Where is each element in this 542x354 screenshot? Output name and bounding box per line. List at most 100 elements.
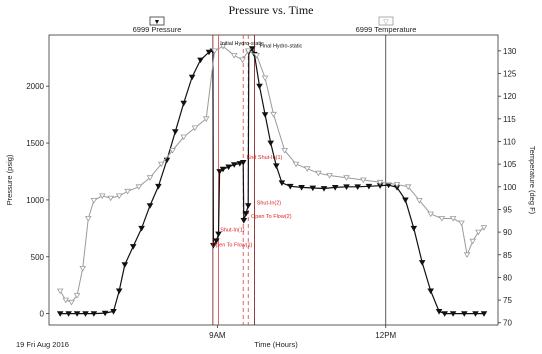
x-tick-label: 9AM [209, 331, 226, 340]
data-point [79, 266, 87, 272]
annotation-label: Shut-In(2) [257, 201, 282, 207]
y-tick-label: 0 [40, 310, 45, 319]
y2-tick-label: 120 [503, 92, 517, 101]
y2-tick-label: 125 [503, 70, 517, 79]
data-point [110, 309, 117, 315]
y2-tick-label: 70 [503, 319, 512, 328]
data-point [402, 197, 409, 204]
annotation-label: End Shut-In(1) [247, 155, 283, 161]
annotation-label: Open To Flow(2) [251, 214, 292, 220]
y2-tick-label: 105 [503, 160, 517, 169]
data-point [244, 203, 252, 209]
data-point [205, 49, 213, 56]
data-point [124, 188, 131, 195]
data-point [278, 180, 286, 186]
series-pressure [56, 46, 488, 317]
data-point [309, 185, 317, 192]
data-point [171, 129, 179, 135]
legend-pressure-marker: ▼ [154, 19, 161, 26]
legend-pressure-label: 6999 Pressure [133, 25, 182, 34]
data-point [418, 260, 426, 266]
legend: ▼ 6999 Pressure ▽ 6999 Temperature [133, 16, 417, 34]
data-point [98, 193, 106, 200]
annotation-label: Shut-In(1) [220, 228, 245, 234]
data-point [230, 162, 238, 168]
data-point [438, 216, 446, 222]
data-point [256, 83, 263, 90]
data-point [404, 184, 412, 190]
data-point [270, 111, 277, 118]
data-point [236, 161, 244, 167]
data-point [475, 229, 482, 236]
data-point [359, 177, 367, 184]
data-point [343, 175, 350, 181]
data-point [365, 183, 373, 190]
data-point [410, 225, 418, 232]
data-point [73, 293, 81, 299]
series-temperature [56, 43, 488, 306]
data-point [480, 311, 488, 317]
data-point [261, 75, 269, 82]
data-point [73, 311, 81, 317]
data-point [480, 225, 488, 231]
legend-temperature-marker: ▽ [383, 19, 389, 26]
data-point [239, 57, 246, 64]
data-point [188, 74, 196, 81]
data-point [90, 311, 98, 317]
data-point [303, 166, 311, 172]
data-point [416, 198, 423, 204]
legend-pressure-swatch [149, 16, 165, 26]
data-point [244, 48, 252, 55]
data-point [441, 311, 449, 317]
data-point [472, 311, 479, 317]
y2-tick-label: 110 [503, 137, 516, 146]
data-point [320, 186, 328, 192]
y-tick-label: 2000 [26, 82, 44, 91]
data-point [56, 311, 64, 317]
data-point [315, 170, 322, 177]
data-point [449, 216, 457, 222]
y-tick-label: 500 [31, 253, 45, 262]
data-point [230, 53, 238, 59]
y2-tick-label: 100 [503, 183, 517, 192]
y-axis-left: 0 500 1000 1500 2000 [26, 82, 49, 319]
data-point [458, 220, 465, 227]
y-tick-label: 1500 [26, 139, 44, 148]
data-point [146, 175, 154, 181]
data-point [331, 185, 339, 191]
data-point [65, 311, 72, 317]
data-point [157, 161, 165, 168]
x-axis-label: Time (Hours) [254, 340, 298, 349]
y2-tick-label: 80 [503, 273, 512, 282]
chart-title: Pressure vs. Time [228, 3, 313, 17]
y-axis-label: Pressure (psig) [5, 154, 14, 205]
data-point [212, 238, 220, 244]
x-axis: 9AM 12PM [209, 325, 397, 340]
data-point [376, 179, 384, 186]
date-label: 19 Fri Aug 2016 [16, 340, 69, 349]
data-point [115, 193, 123, 200]
data-point [219, 43, 227, 50]
data-point [267, 140, 275, 147]
data-point [460, 311, 468, 317]
data-point [169, 148, 176, 154]
legend-temperature-label: 6999 Temperature [356, 25, 417, 34]
data-point [180, 134, 188, 141]
data-point [210, 243, 217, 249]
legend-temperature-swatch [378, 16, 394, 26]
data-point [56, 288, 64, 295]
y2-tick-label: 95 [503, 205, 512, 214]
data-point [449, 311, 457, 317]
data-point [115, 288, 123, 295]
data-point [298, 185, 305, 191]
data-point [281, 148, 289, 154]
data-point [90, 198, 98, 204]
data-point [272, 163, 280, 169]
data-point [435, 309, 443, 315]
annotation-label: Final Hydro-static [260, 44, 303, 50]
data-point [62, 297, 70, 304]
y2-tick-label: 75 [503, 296, 512, 305]
data-point [155, 183, 162, 190]
